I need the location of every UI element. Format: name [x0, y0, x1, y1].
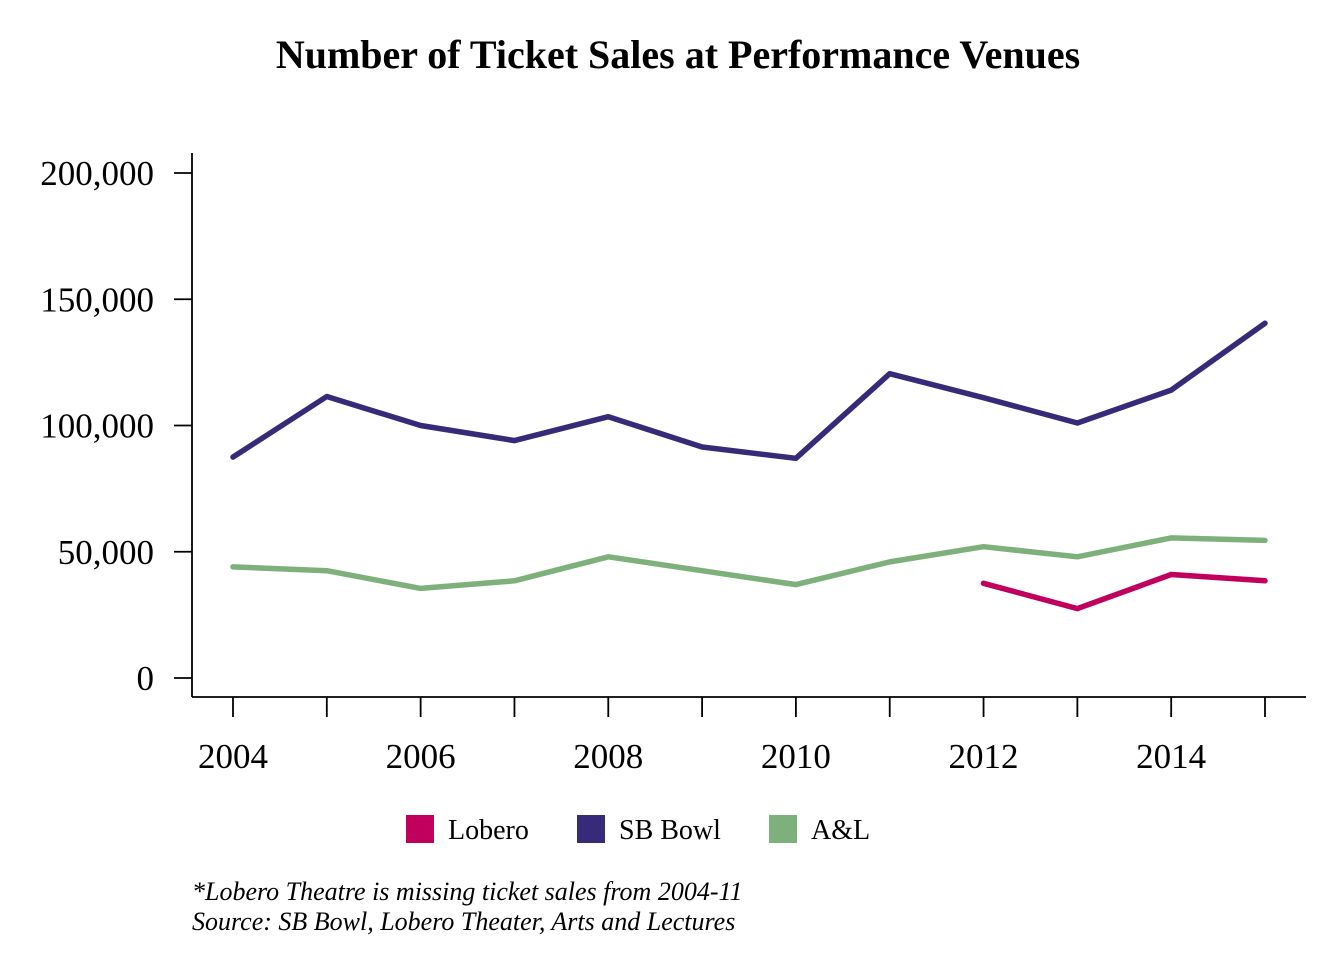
legend-label-a-l: A&L: [811, 815, 870, 846]
x-tick-label: 2008: [573, 737, 643, 776]
x-tick-label: 2004: [198, 737, 268, 776]
x-tick-label: 2014: [1136, 737, 1206, 776]
y-tick-label: 150,000: [40, 280, 154, 319]
y-tick-label: 0: [137, 659, 155, 698]
y-tick-label: 100,000: [40, 407, 154, 446]
y-tick-label: 50,000: [58, 533, 154, 572]
series-line-a-l: [230, 535, 1268, 592]
series-line-sb-bowl: [230, 320, 1268, 462]
legend: Lobero SB Bowl A&L: [406, 815, 870, 846]
series-lines: [230, 320, 1268, 612]
source-note: Source: SB Bowl, Lobero Theater, Arts an…: [192, 907, 735, 936]
x-axis-ticks: 2004 2006 2008 2010 2012 2014: [198, 697, 1266, 776]
y-axis-ticks: 0 50,000 100,000 150,000 200,000: [40, 154, 192, 698]
x-tick-label: 2012: [949, 737, 1019, 776]
chart-title: Number of Ticket Sales at Performance Ve…: [276, 32, 1080, 77]
missing-data-note: *Lobero Theatre is missing ticket sales …: [192, 877, 743, 906]
x-tick-label: 2010: [761, 737, 831, 776]
legend-swatch-sb-bowl: [577, 815, 605, 843]
y-tick-label: 200,000: [40, 154, 154, 193]
legend-swatch-lobero: [406, 815, 434, 843]
series-line-lobero: [980, 571, 1268, 612]
legend-label-sb-bowl: SB Bowl: [619, 815, 721, 846]
x-tick-label: 2006: [386, 737, 456, 776]
legend-swatch-a-l: [769, 815, 797, 843]
legend-label-lobero: Lobero: [448, 815, 529, 846]
